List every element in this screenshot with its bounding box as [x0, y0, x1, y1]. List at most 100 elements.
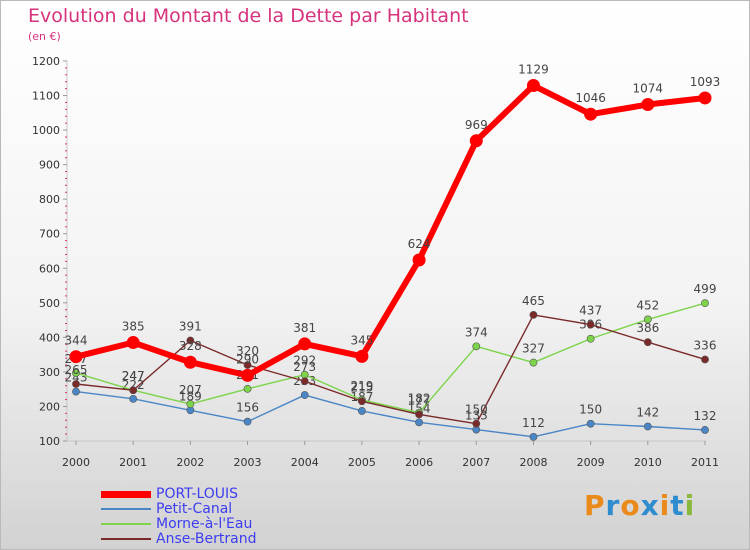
- data-point: [186, 336, 195, 345]
- x-tick-label: 2000: [62, 456, 90, 469]
- data-point: [300, 377, 309, 386]
- y-tick-label: 300: [39, 366, 60, 379]
- data-point: [701, 426, 709, 434]
- x-tick-label: 2010: [634, 456, 662, 469]
- legend-swatch: [101, 523, 151, 525]
- data-label: 150: [465, 403, 488, 417]
- logo-letter: t: [670, 489, 685, 522]
- data-label: 189: [179, 389, 202, 403]
- data-label: 247: [122, 369, 145, 383]
- data-label: 290: [236, 352, 259, 366]
- proxiti-logo: Proxiti: [584, 489, 695, 522]
- data-label: 437: [579, 304, 602, 318]
- y-tick-label: 500: [39, 297, 60, 310]
- data-point: [358, 397, 366, 406]
- data-point: [698, 91, 712, 105]
- data-label: 969: [465, 118, 488, 132]
- data-point: [526, 79, 540, 93]
- data-label: 381: [293, 321, 316, 335]
- logo-letter: x: [640, 489, 660, 522]
- series-line: [75, 302, 706, 414]
- data-label: 177: [408, 393, 431, 407]
- data-point: [584, 107, 598, 121]
- logo-letter: r: [605, 489, 621, 522]
- legend-item: Anse-Bertrand: [101, 531, 381, 547]
- data-point: [529, 311, 538, 319]
- legend-item: PORT-LOUIS: [101, 486, 381, 502]
- x-tick-label: 2008: [519, 456, 547, 469]
- y-tick-label: 1200: [32, 55, 60, 68]
- x-tick-label: 2003: [234, 456, 262, 469]
- data-label: 499: [694, 282, 717, 296]
- legend-label: Petit-Canal: [156, 501, 233, 517]
- y-tick-label: 800: [39, 193, 60, 206]
- data-point: [701, 355, 709, 364]
- data-point: [355, 349, 369, 363]
- x-tick-label: 2009: [577, 456, 605, 469]
- data-point: [412, 253, 426, 267]
- data-label: 374: [465, 325, 488, 339]
- data-label: 328: [179, 339, 202, 353]
- data-point: [72, 387, 80, 396]
- data-label: 1129: [518, 63, 549, 77]
- x-tick-label: 2002: [176, 456, 204, 469]
- data-label: 265: [65, 363, 88, 377]
- legend-label: PORT-LOUIS: [156, 486, 239, 502]
- data-label: 336: [694, 338, 717, 352]
- data-point: [129, 394, 138, 403]
- data-point: [186, 400, 195, 408]
- data-label: 385: [122, 320, 145, 334]
- data-label: 386: [636, 321, 659, 335]
- data-point: [243, 361, 252, 369]
- data-label: 112: [522, 416, 545, 430]
- y-tick-label: 400: [39, 331, 60, 344]
- legend-item: Petit-Canal: [101, 501, 381, 517]
- data-point: [643, 315, 652, 324]
- data-label: 292: [293, 354, 316, 368]
- data-point: [358, 407, 366, 415]
- data-label: 452: [636, 298, 659, 312]
- data-label: 215: [350, 380, 373, 394]
- data-label: 247: [122, 369, 145, 383]
- data-label: 142: [636, 405, 659, 419]
- data-point: [415, 418, 423, 427]
- data-label: 465: [522, 294, 545, 308]
- data-label: 1046: [575, 91, 606, 105]
- data-label: 219: [350, 379, 373, 393]
- data-point: [586, 419, 595, 428]
- data-label: 624: [408, 237, 431, 251]
- chart-subtitle: (en €): [28, 30, 61, 43]
- x-tick-label: 2004: [291, 456, 319, 469]
- data-label: 156: [236, 401, 259, 415]
- data-point: [472, 342, 481, 351]
- data-point: [643, 338, 652, 347]
- x-tick-label: 2011: [691, 456, 719, 469]
- data-label: 132: [694, 409, 717, 423]
- logo-letter: i: [684, 489, 696, 522]
- data-point: [69, 350, 83, 364]
- data-label: 207: [179, 383, 202, 397]
- legend-swatch: [101, 490, 151, 498]
- legend-label: Morne-à-l'Eau: [156, 516, 253, 532]
- data-label: 182: [408, 392, 431, 406]
- y-tick-label: 1100: [32, 90, 60, 103]
- data-point: [243, 417, 252, 426]
- data-point: [472, 419, 481, 428]
- data-point: [183, 355, 197, 369]
- data-point: [126, 336, 140, 350]
- y-tick-label: 100: [39, 435, 60, 448]
- logo-letter: i: [659, 489, 671, 522]
- chart-title: Evolution du Montant de la Dette par Hab…: [28, 5, 469, 27]
- data-point: [300, 391, 309, 399]
- data-point: [241, 368, 255, 382]
- x-tick-label: 2007: [462, 456, 490, 469]
- data-label: 320: [236, 344, 259, 358]
- series-line: [75, 390, 706, 438]
- data-point: [298, 337, 312, 351]
- y-tick-label: 600: [39, 262, 60, 275]
- data-label: 327: [522, 342, 545, 356]
- data-point: [129, 386, 138, 395]
- data-point: [586, 334, 595, 343]
- data-point: [415, 410, 423, 419]
